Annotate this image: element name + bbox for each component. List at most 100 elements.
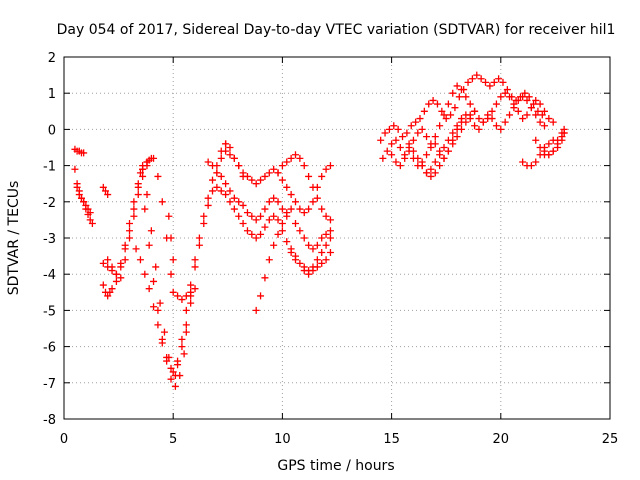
data-point [182,306,190,314]
y-tick-labels: -8 -7 -6 -5 -4 -3 -2 -1 0 1 2 [43,51,56,428]
data-point [418,125,426,133]
series-0 [71,145,88,157]
data-point [436,151,444,159]
data-point [167,270,175,278]
data-point [239,220,247,228]
grid [64,57,610,419]
series-3 [99,183,112,199]
data-point [292,198,300,206]
data-point [226,198,234,206]
data-point [532,111,540,119]
data-point [436,122,444,130]
data-point [538,111,546,119]
data-point [257,292,265,300]
series-7 [112,154,155,278]
data-point [178,343,186,351]
data-point [209,162,217,170]
data-point [274,169,282,177]
data-point [209,187,217,195]
data-point [243,209,251,217]
data-point [558,129,566,137]
y-tick-label: -1 [43,160,56,175]
data-point [497,93,505,101]
series-14 [174,140,247,365]
data-point [283,158,291,166]
data-point [462,93,470,101]
data-point [222,140,230,148]
data-point [527,162,535,170]
data-point [160,328,168,336]
x-tick-label: 25 [602,432,619,447]
data-point [86,216,94,224]
data-point [261,274,269,282]
data-point [154,172,162,180]
data-point [455,93,463,101]
data-point [407,122,415,130]
data-point [182,321,190,329]
data-point [383,147,391,155]
data-point [388,151,396,159]
data-point [191,285,199,293]
data-point [101,187,109,195]
data-point [313,241,321,249]
data-point [171,382,179,390]
data-point [471,107,479,115]
data-point [147,227,155,235]
data-point [239,201,247,209]
data-point [423,169,431,177]
data-point [292,220,300,228]
data-point [143,191,151,199]
data-point [396,162,404,170]
data-point [326,248,334,256]
data-point [158,339,166,347]
data-point [75,191,83,199]
data-point [503,86,511,94]
data-point [318,172,326,180]
data-point [150,154,158,162]
data-point [209,176,217,184]
data-point [444,100,452,108]
data-point [226,151,234,159]
data-point [217,187,225,195]
data-point [178,335,186,343]
x-tick-label: 15 [383,432,400,447]
y-tick-label: -2 [43,196,56,211]
data-point [104,256,112,264]
x-tick-label: 20 [493,432,510,447]
series-28 [418,115,465,177]
data-point [235,162,243,170]
data-point [414,129,422,137]
data-point [499,78,507,86]
data-point [265,198,273,206]
data-point [326,234,334,242]
data-point [545,115,553,123]
data-point [230,194,238,202]
data-point [204,194,212,202]
data-point [283,183,291,191]
data-point [425,100,433,108]
data-point [278,205,286,213]
data-point [248,212,256,220]
data-point [473,71,481,79]
data-point [466,111,474,119]
data-point [152,263,160,271]
data-point [545,151,553,159]
data-point [222,180,230,188]
data-point [283,238,291,246]
data-point [174,292,182,300]
data-point [204,201,212,209]
data-point [423,151,431,159]
data-point [313,256,321,264]
data-point [287,248,295,256]
data-point [521,89,529,97]
data-point [501,118,509,126]
data-point [401,154,409,162]
series-4 [99,281,116,300]
data-point [150,303,158,311]
data-point [226,144,234,151]
data-point [88,220,96,228]
data-point [305,241,313,249]
data-point [416,115,424,123]
data-point [427,165,435,173]
series-21 [287,234,334,275]
